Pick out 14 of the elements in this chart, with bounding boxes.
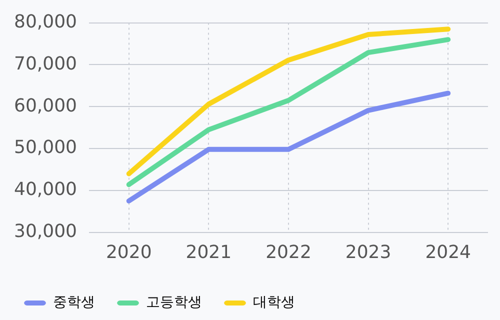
x-tick-label: 2020 xyxy=(106,242,152,263)
legend-label: 고등학생 xyxy=(146,294,202,311)
legend-label: 대학생 xyxy=(253,294,295,311)
y-tick-label: 80,000 xyxy=(14,11,77,32)
y-tick-label: 60,000 xyxy=(14,95,77,116)
y-tick-label: 50,000 xyxy=(14,137,77,158)
x-tick-label: 2024 xyxy=(425,242,472,263)
legend-label: 중학생 xyxy=(53,294,95,311)
x-tick-label: 2022 xyxy=(266,242,312,263)
y-tick-label: 40,000 xyxy=(14,179,77,200)
y-tick-label: 70,000 xyxy=(14,53,77,74)
x-tick-label: 2021 xyxy=(186,242,232,263)
x-tick-label: 2023 xyxy=(345,242,392,263)
y-tick-label: 30,000 xyxy=(14,221,77,242)
